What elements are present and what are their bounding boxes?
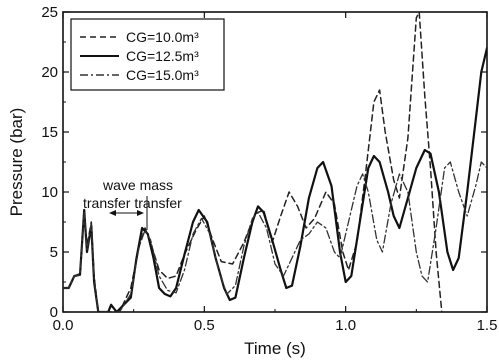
legend-label-cg15: CG=15.0m³ [126, 67, 199, 83]
legend-label-cg12: CG=12.5m³ [126, 48, 199, 64]
annotation-line-2: transfer transfer [83, 195, 182, 211]
legend: CG=10.0m³ CG=12.5m³ CG=15.0m³ [70, 18, 225, 91]
x-tick-label: 0.5 [194, 317, 215, 334]
legend-box [70, 18, 225, 91]
y-tick-label: 0 [50, 304, 58, 321]
y-tick-label: 5 [50, 244, 58, 261]
x-tick-label: 1.0 [335, 317, 356, 334]
x-tick-label: 0.0 [53, 317, 74, 334]
y-tick-label: 20 [41, 64, 58, 81]
wave-mass-transfer-annotation: wave mass transfer transfer [83, 177, 182, 230]
annotation-arrow-right-head [137, 210, 144, 216]
axis-ticks: 0.0 0.5 1.0 1.5 0 5 10 15 20 25 [41, 4, 497, 334]
x-tick-label: 1.5 [477, 317, 498, 334]
y-axis-label: Pressure (bar) [7, 108, 26, 217]
annotation-arrow-left-head [109, 210, 116, 216]
y-tick-label: 15 [41, 124, 58, 141]
legend-label-cg10: CG=10.0m³ [126, 29, 199, 45]
series-lines [63, 12, 487, 312]
y-tick-label: 25 [41, 4, 58, 21]
series-line-cg12 [63, 46, 487, 312]
y-tick-label: 10 [41, 184, 58, 201]
annotation-line-1: wave mass [102, 177, 173, 193]
series-line-cg15 [63, 161, 487, 312]
x-axis-label: Time (s) [244, 339, 306, 358]
series-line-cg10 [63, 12, 443, 312]
